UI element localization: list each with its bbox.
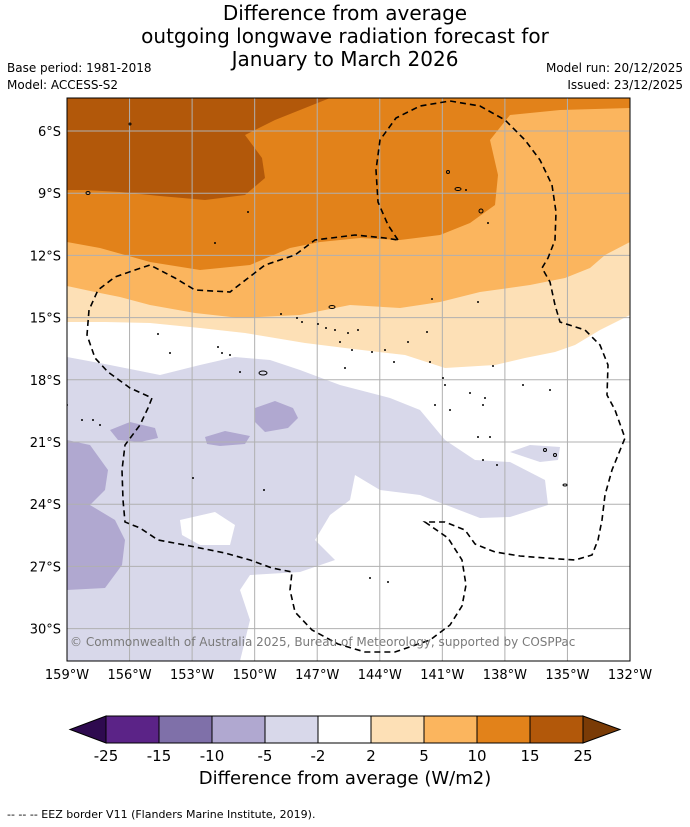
gridlines (67, 98, 630, 661)
title-line-1: Difference from average (222, 1, 468, 25)
neutral-patch-south (180, 512, 235, 545)
anomaly-patch-neg5-neg10-a (110, 422, 158, 442)
lon-tick-label: 159°W (45, 668, 89, 683)
lat-tick-label: 21°S (30, 436, 61, 451)
colorbar-swatch (317, 715, 372, 744)
island-dots (67, 189, 551, 583)
colorbar-swatch (211, 715, 266, 744)
map-panel: © Commonwealth of Australia 2025, Bureau… (67, 98, 630, 661)
colorbar-tick-label: -5 (258, 747, 273, 765)
lat-tick-label: 27°S (30, 560, 61, 575)
map-frame (66, 97, 631, 662)
eez-legend-footer: -- -- -- EEZ border V11 (Flanders Marine… (7, 808, 316, 821)
colorbar-tick-label: -15 (147, 747, 172, 765)
lat-tick-label: 18°S (30, 374, 61, 389)
lon-tick-label: 135°W (545, 668, 589, 683)
lat-tick-label: 6°S (38, 125, 61, 140)
copyright-text: © Commonwealth of Australia 2025, Bureau… (70, 635, 575, 649)
lon-tick-label: 141°W (420, 668, 464, 683)
anomaly-band-neg2-neg5 (67, 357, 548, 661)
colorbar-tick-label: -2 (311, 747, 326, 765)
colorbar-over-arrow (582, 715, 622, 744)
island-outlines (85, 122, 568, 487)
lat-tick-label: 30°S (30, 623, 61, 638)
lon-tick-label: 144°W (358, 668, 402, 683)
colorbar-swatch (158, 715, 213, 744)
colorbar-title: Difference from average (W/m2) (198, 768, 492, 789)
colorbar-under-arrow (68, 715, 107, 744)
anomaly-patch-neg2-neg5-east (510, 445, 560, 462)
anomaly-band-15-25 (67, 98, 330, 200)
colorbar-swatch (370, 715, 425, 744)
colorbar-tick-label: 10 (467, 747, 486, 765)
lon-tick-label: 138°W (483, 668, 527, 683)
lon-tick-label: 153°W (170, 668, 214, 683)
model-name: Model: ACCESS-S2 (7, 78, 119, 92)
lon-tick-label: 147°W (295, 668, 339, 683)
meta-right: Model run: 20/12/2025 Issued: 23/12/2025 (546, 60, 683, 94)
anomaly-patch-neg5-neg10-b (255, 401, 298, 432)
longitude-axis: 159°W 156°W 153°W 150°W 147°W 144°W 141°W 138°W… (45, 668, 652, 683)
eez-border (86, 100, 626, 653)
model-run: Model run: 20/12/2025 (545, 61, 683, 75)
lat-tick-label: 24°S (30, 498, 61, 513)
colorbar-swatch (264, 715, 319, 744)
lat-tick-label: 12°S (30, 249, 61, 264)
colorbar-tick-label: 15 (520, 747, 539, 765)
title-line-2: outgoing longwave radiation forecast for (141, 24, 549, 48)
lat-tick-label: 15°S (30, 312, 61, 327)
lon-tick-label: 156°W (107, 668, 151, 683)
issued-date: Issued: 23/12/2025 (567, 78, 683, 92)
colorbar-tick-label: 5 (419, 747, 429, 765)
latitude-axis: 6°S 9°S 12°S 15°S 18°S 21°S 24°S 27°S 30°S (30, 125, 61, 638)
colorbar-tick-label: 25 (573, 747, 592, 765)
colorbar-swatch (476, 715, 531, 744)
colorbar-swatch (423, 715, 478, 744)
title-line-3: January to March 2026 (231, 47, 459, 71)
lat-tick-label: 9°S (38, 187, 61, 202)
colorbar-tick-label: 2 (366, 747, 376, 765)
colorbar-swatch (529, 715, 584, 744)
colorbar: -25 -15 -10 -5 -2 2 5 10 15 25 (68, 715, 622, 765)
colorbar-tick-label: -10 (200, 747, 225, 765)
lon-tick-label: 132°W (608, 668, 652, 683)
colorbar-swatch (105, 715, 160, 744)
base-period: Base period: 1981-2018 (7, 61, 152, 75)
meta-left: Base period: 1981-2018 Model: ACCESS-S2 (7, 60, 152, 94)
lon-tick-label: 150°W (233, 668, 277, 683)
chart-title: Difference from average outgoing longwav… (0, 2, 690, 71)
colorbar-tick-label: -25 (94, 747, 119, 765)
anomaly-patch-neg5-neg10-west (67, 440, 125, 590)
